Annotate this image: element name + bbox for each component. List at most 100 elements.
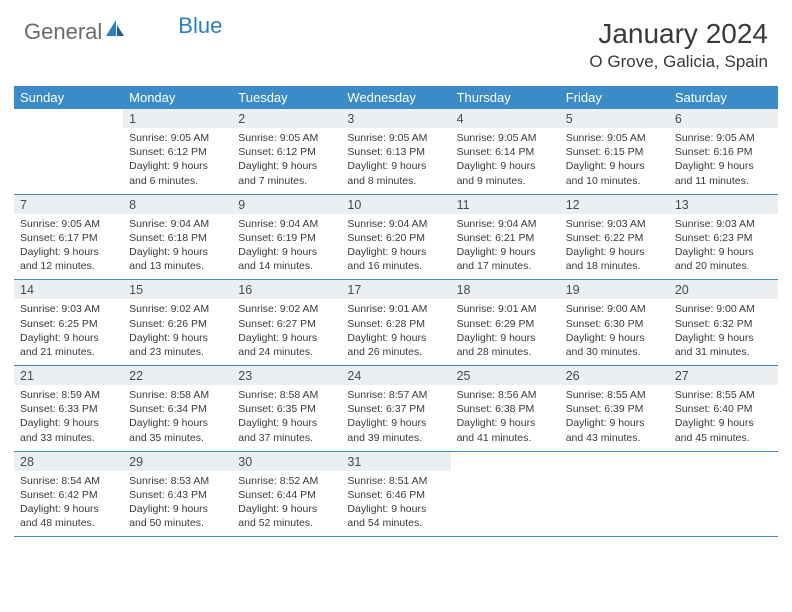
day-cell: Sunrise: 9:03 AMSunset: 6:23 PMDaylight:… <box>669 214 778 280</box>
daylight-line: Daylight: 9 hours and 39 minutes. <box>347 416 444 444</box>
daylight-line: Daylight: 9 hours and 43 minutes. <box>566 416 663 444</box>
daylight-line: Daylight: 9 hours and 11 minutes. <box>675 159 772 187</box>
month-title: January 2024 <box>589 18 768 50</box>
sunrise-line: Sunrise: 8:58 AM <box>238 388 335 402</box>
sunrise-line: Sunrise: 9:05 AM <box>129 131 226 145</box>
logo-text-part2: Blue <box>178 13 222 39</box>
sunset-line: Sunset: 6:14 PM <box>457 145 554 159</box>
sunrise-line: Sunrise: 8:59 AM <box>20 388 117 402</box>
day-number: 19 <box>560 280 669 299</box>
sunset-line: Sunset: 6:30 PM <box>566 317 663 331</box>
sunrise-line: Sunrise: 9:05 AM <box>20 217 117 231</box>
week-row: 14151617181920Sunrise: 9:03 AMSunset: 6:… <box>14 280 778 366</box>
sunrise-line: Sunrise: 9:01 AM <box>347 302 444 316</box>
day-number: 6 <box>669 109 778 128</box>
daylight-line: Daylight: 9 hours and 41 minutes. <box>457 416 554 444</box>
daylight-line: Daylight: 9 hours and 21 minutes. <box>20 331 117 359</box>
daylight-line: Daylight: 9 hours and 9 minutes. <box>457 159 554 187</box>
day-header-row: Sunday Monday Tuesday Wednesday Thursday… <box>14 86 778 109</box>
day-number: 25 <box>451 366 560 385</box>
daynum-row: 123456 <box>14 109 778 128</box>
body-row: Sunrise: 9:03 AMSunset: 6:25 PMDaylight:… <box>14 299 778 365</box>
day-cell: Sunrise: 9:00 AMSunset: 6:32 PMDaylight:… <box>669 299 778 365</box>
logo-text-part1: General <box>24 19 102 45</box>
day-header-thu: Thursday <box>451 86 560 109</box>
day-number: 23 <box>232 366 341 385</box>
sunset-line: Sunset: 6:27 PM <box>238 317 335 331</box>
daylight-line: Daylight: 9 hours and 7 minutes. <box>238 159 335 187</box>
daylight-line: Daylight: 9 hours and 24 minutes. <box>238 331 335 359</box>
sunrise-line: Sunrise: 9:00 AM <box>566 302 663 316</box>
daynum-row: 78910111213 <box>14 195 778 214</box>
daylight-line: Daylight: 9 hours and 13 minutes. <box>129 245 226 273</box>
day-header-sat: Saturday <box>669 86 778 109</box>
week-row: 21222324252627Sunrise: 8:59 AMSunset: 6:… <box>14 366 778 452</box>
daylight-line: Daylight: 9 hours and 28 minutes. <box>457 331 554 359</box>
sunset-line: Sunset: 6:46 PM <box>347 488 444 502</box>
body-row: Sunrise: 9:05 AMSunset: 6:12 PMDaylight:… <box>14 128 778 194</box>
week-row: 28293031Sunrise: 8:54 AMSunset: 6:42 PMD… <box>14 452 778 538</box>
day-cell: Sunrise: 9:00 AMSunset: 6:30 PMDaylight:… <box>560 299 669 365</box>
day-cell: Sunrise: 9:03 AMSunset: 6:25 PMDaylight:… <box>14 299 123 365</box>
day-number: 28 <box>14 452 123 471</box>
day-number: 26 <box>560 366 669 385</box>
sail-icon <box>104 18 126 45</box>
daylight-line: Daylight: 9 hours and 18 minutes. <box>566 245 663 273</box>
day-cell <box>451 471 560 537</box>
daylight-line: Daylight: 9 hours and 17 minutes. <box>457 245 554 273</box>
sunrise-line: Sunrise: 9:04 AM <box>238 217 335 231</box>
day-cell: Sunrise: 9:04 AMSunset: 6:18 PMDaylight:… <box>123 214 232 280</box>
daylight-line: Daylight: 9 hours and 23 minutes. <box>129 331 226 359</box>
day-cell: Sunrise: 8:56 AMSunset: 6:38 PMDaylight:… <box>451 385 560 451</box>
sunset-line: Sunset: 6:38 PM <box>457 402 554 416</box>
header: General Blue January 2024 O Grove, Galic… <box>0 0 792 80</box>
day-number: 11 <box>451 195 560 214</box>
day-cell: Sunrise: 8:51 AMSunset: 6:46 PMDaylight:… <box>341 471 450 537</box>
day-cell: Sunrise: 9:01 AMSunset: 6:29 PMDaylight:… <box>451 299 560 365</box>
day-cell: Sunrise: 9:02 AMSunset: 6:27 PMDaylight:… <box>232 299 341 365</box>
day-cell: Sunrise: 9:05 AMSunset: 6:12 PMDaylight:… <box>232 128 341 194</box>
day-number: 16 <box>232 280 341 299</box>
sunset-line: Sunset: 6:43 PM <box>129 488 226 502</box>
body-row: Sunrise: 9:05 AMSunset: 6:17 PMDaylight:… <box>14 214 778 280</box>
sunset-line: Sunset: 6:23 PM <box>675 231 772 245</box>
day-cell: Sunrise: 8:58 AMSunset: 6:35 PMDaylight:… <box>232 385 341 451</box>
day-number <box>451 452 560 471</box>
day-cell: Sunrise: 8:59 AMSunset: 6:33 PMDaylight:… <box>14 385 123 451</box>
daynum-row: 28293031 <box>14 452 778 471</box>
sunset-line: Sunset: 6:33 PM <box>20 402 117 416</box>
sunrise-line: Sunrise: 9:00 AM <box>675 302 772 316</box>
sunrise-line: Sunrise: 9:05 AM <box>238 131 335 145</box>
day-number: 7 <box>14 195 123 214</box>
day-cell: Sunrise: 9:05 AMSunset: 6:16 PMDaylight:… <box>669 128 778 194</box>
sunset-line: Sunset: 6:44 PM <box>238 488 335 502</box>
day-cell <box>14 128 123 194</box>
day-cell: Sunrise: 9:05 AMSunset: 6:15 PMDaylight:… <box>560 128 669 194</box>
title-block: January 2024 O Grove, Galicia, Spain <box>589 18 768 72</box>
day-number <box>560 452 669 471</box>
sunset-line: Sunset: 6:39 PM <box>566 402 663 416</box>
calendar: Sunday Monday Tuesday Wednesday Thursday… <box>14 86 778 537</box>
day-number: 14 <box>14 280 123 299</box>
day-number: 15 <box>123 280 232 299</box>
sunset-line: Sunset: 6:29 PM <box>457 317 554 331</box>
sunset-line: Sunset: 6:34 PM <box>129 402 226 416</box>
sunrise-line: Sunrise: 8:53 AM <box>129 474 226 488</box>
day-header-tue: Tuesday <box>232 86 341 109</box>
day-cell: Sunrise: 8:58 AMSunset: 6:34 PMDaylight:… <box>123 385 232 451</box>
sunrise-line: Sunrise: 9:05 AM <box>347 131 444 145</box>
sunrise-line: Sunrise: 9:05 AM <box>566 131 663 145</box>
day-number: 12 <box>560 195 669 214</box>
daylight-line: Daylight: 9 hours and 26 minutes. <box>347 331 444 359</box>
day-header-fri: Friday <box>560 86 669 109</box>
day-number <box>669 452 778 471</box>
day-number: 17 <box>341 280 450 299</box>
daylight-line: Daylight: 9 hours and 20 minutes. <box>675 245 772 273</box>
sunrise-line: Sunrise: 8:54 AM <box>20 474 117 488</box>
daylight-line: Daylight: 9 hours and 10 minutes. <box>566 159 663 187</box>
day-cell: Sunrise: 8:57 AMSunset: 6:37 PMDaylight:… <box>341 385 450 451</box>
sunset-line: Sunset: 6:26 PM <box>129 317 226 331</box>
sunset-line: Sunset: 6:15 PM <box>566 145 663 159</box>
daylight-line: Daylight: 9 hours and 31 minutes. <box>675 331 772 359</box>
daylight-line: Daylight: 9 hours and 33 minutes. <box>20 416 117 444</box>
